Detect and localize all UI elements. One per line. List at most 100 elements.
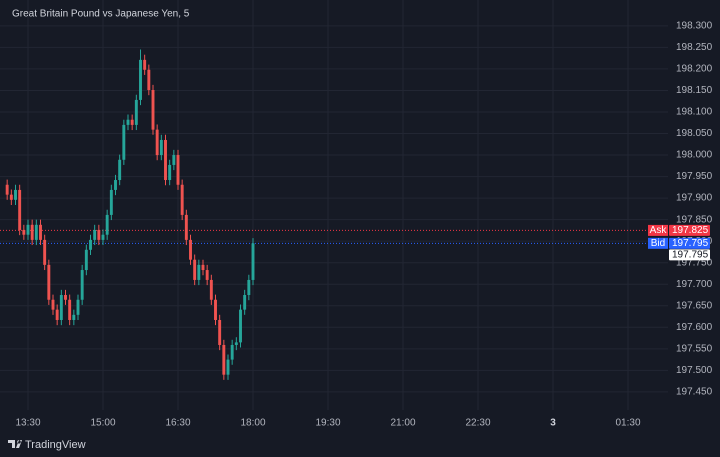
y-tick-label: 197.750	[676, 257, 713, 268]
candle-body	[168, 164, 172, 181]
x-tick-label: 19:30	[315, 418, 340, 429]
y-tick-label: 198.250	[676, 42, 713, 53]
candle-body	[109, 189, 113, 215]
candle-body	[205, 270, 209, 280]
candle-body	[218, 319, 222, 345]
y-tick-label: 197.900	[676, 193, 713, 204]
price-tag-box	[669, 237, 710, 249]
candle-body	[155, 129, 159, 156]
candle-body	[80, 270, 84, 300]
candle-body	[176, 155, 180, 185]
x-tick-label: 01:30	[615, 418, 640, 429]
price-tag-value: 197.795	[672, 249, 709, 260]
candle-body	[39, 224, 42, 240]
y-tick-label: 198.000	[676, 150, 713, 161]
candle-body	[134, 99, 138, 125]
y-tick-label: 198.050	[676, 128, 713, 139]
plot-layer	[0, 0, 668, 410]
candle-body	[147, 69, 151, 91]
candle-body	[130, 119, 134, 125]
candle-body	[93, 229, 97, 240]
candle-body	[9, 194, 13, 200]
candle-body	[89, 239, 92, 250]
x-tick-label: 13:30	[15, 418, 40, 429]
brand-name: TradingView	[25, 439, 86, 451]
candle-body	[243, 295, 247, 310]
candle-body	[68, 299, 72, 320]
candle-body	[76, 299, 80, 315]
candle-body	[189, 239, 192, 260]
candle-body	[34, 224, 38, 240]
candle-body	[214, 299, 217, 320]
candle-body	[201, 264, 205, 271]
candle-body	[172, 155, 176, 165]
y-tick-label: 197.450	[676, 387, 713, 398]
price-tag-label-box	[648, 224, 668, 236]
price-tag-box	[669, 224, 710, 236]
x-tick-label: 21:00	[390, 418, 415, 429]
candle-body	[97, 229, 101, 240]
y-tick-label: 197.600	[676, 322, 713, 333]
y-tick-label: 197.650	[676, 300, 713, 311]
candle-body	[164, 139, 167, 181]
candle-body	[209, 279, 213, 300]
candle-body	[151, 90, 155, 130]
y-tick-label: 198.150	[676, 85, 713, 96]
candle-body	[18, 189, 22, 230]
candle-body	[247, 279, 251, 296]
y-tick-label: 197.500	[676, 365, 713, 376]
price-tag-box	[669, 249, 710, 261]
x-tick-label: 15:00	[90, 418, 115, 429]
candle-body	[5, 184, 9, 195]
candle-body	[14, 189, 17, 200]
candle-body	[139, 59, 142, 100]
candle-body	[222, 344, 226, 375]
price-tag-label: Bid	[651, 238, 665, 249]
y-tick-label: 198.100	[676, 107, 713, 118]
candle-body	[59, 295, 63, 320]
candle-body	[184, 214, 188, 240]
candle-body	[55, 309, 59, 320]
candle-body	[101, 234, 105, 240]
candle-body	[239, 309, 242, 343]
candle-body	[51, 299, 55, 310]
candle-body	[122, 124, 126, 160]
candle-body	[126, 119, 130, 125]
y-tick-label: 198.200	[676, 64, 713, 75]
candle-body	[72, 314, 76, 320]
y-tick-label: 197.850	[676, 214, 713, 225]
candle-body	[118, 159, 122, 181]
candle-body	[180, 184, 184, 215]
y-tick-label: 197.950	[676, 171, 713, 182]
candle-body	[193, 259, 197, 280]
x-tick-label: 18:00	[240, 418, 265, 429]
price-tag-label-box	[648, 237, 668, 249]
candle-body	[22, 229, 26, 235]
price-tag-label: Ask	[650, 225, 668, 236]
candle-body	[47, 264, 51, 300]
candle-body	[226, 359, 230, 375]
chart-title: Great Britain Pound vs Japanese Yen, 5	[12, 9, 190, 20]
candle-body	[159, 139, 163, 156]
candle-body	[30, 224, 34, 240]
y-tick-label: 197.550	[676, 343, 713, 354]
candle-body	[251, 243, 255, 280]
candle-body	[197, 264, 201, 280]
candle-body	[234, 342, 238, 345]
candle-body	[64, 295, 67, 300]
candle-body	[230, 344, 234, 360]
y-tick-label: 197.700	[676, 279, 713, 290]
x-tick-label: 22:30	[465, 418, 490, 429]
candle-body	[84, 249, 88, 271]
brand-logo: TradingView	[8, 439, 86, 451]
price-tag-value: 197.825	[672, 225, 709, 236]
candle-body	[26, 224, 30, 235]
price-tag-value: 197.795	[672, 238, 709, 249]
candle-body	[114, 180, 117, 190]
x-tick-label: 3	[550, 418, 556, 429]
brand-icon	[8, 440, 22, 448]
y-tick-label: 198.300	[676, 20, 713, 31]
candle-body	[143, 59, 147, 70]
x-tick-label: 16:30	[165, 418, 190, 429]
